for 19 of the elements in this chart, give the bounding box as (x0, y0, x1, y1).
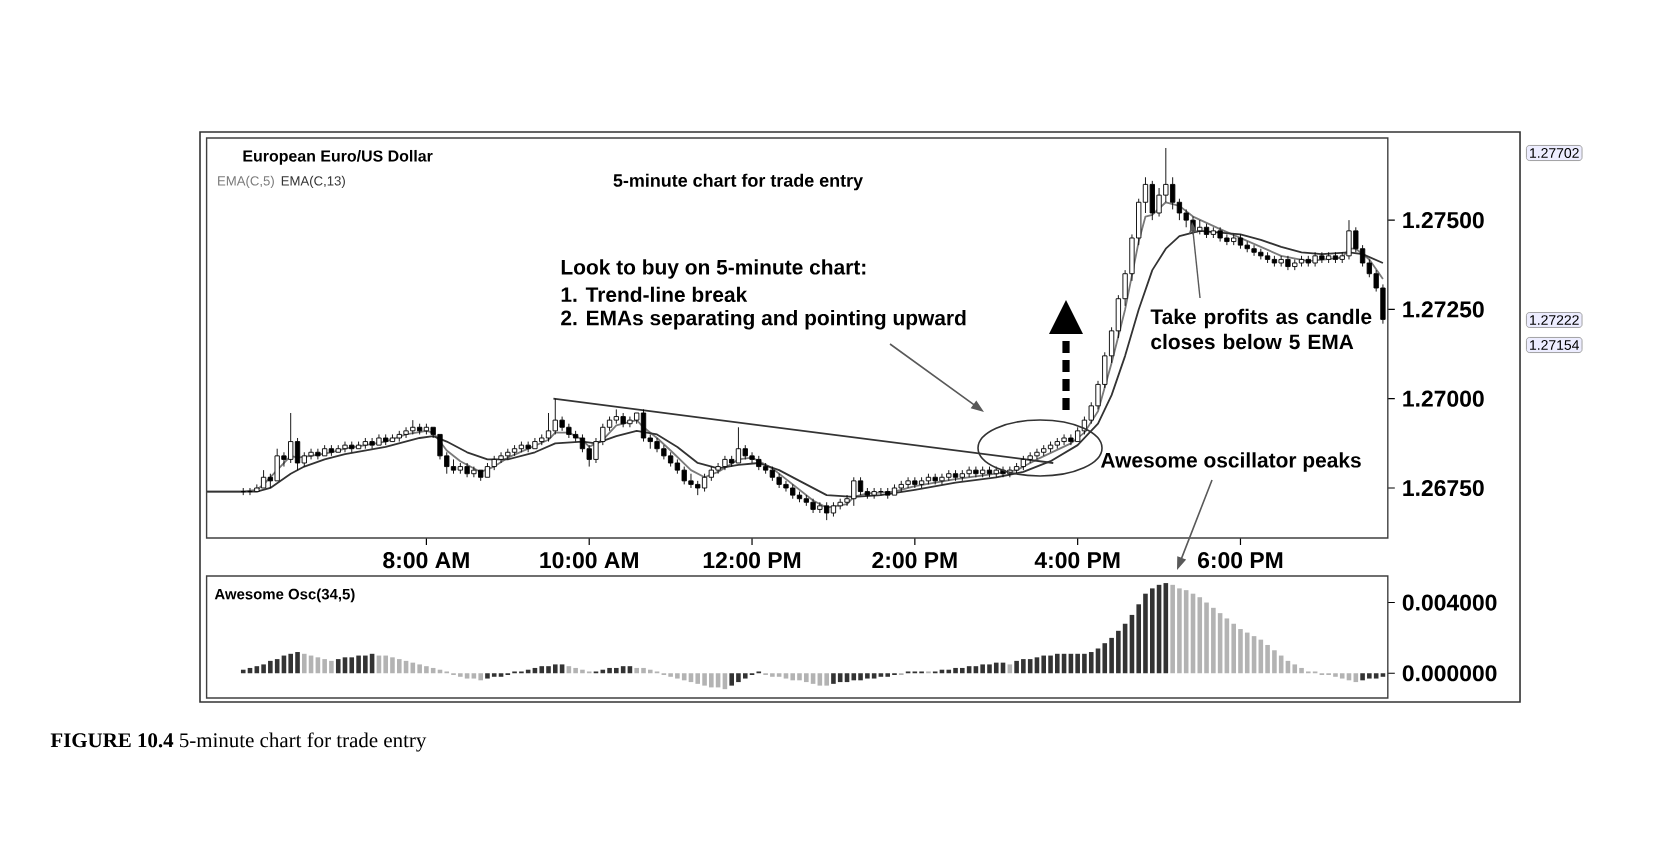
x-tick-label: 12:00 PM (703, 552, 801, 569)
annotation: Take profits as candle closes below 5 EMA (1150, 308, 1372, 350)
y-tick-label: 1.27250 (1403, 301, 1484, 318)
x-tick-label: 4:00 PM (1034, 552, 1120, 569)
x-tick-label: 8:00 AM (383, 552, 469, 569)
text: 5-minute chart for trade entry (613, 173, 863, 191)
x-tick-label: 2:00 PM (872, 552, 957, 569)
y-tick-label: 0.000000 (1402, 665, 1497, 682)
text: FIGURE 10.4 5-minute chart for trade entry (50, 732, 427, 752)
annotation: 1. Trend-line break (561, 286, 748, 303)
y-tick-label: 1.27000 (1403, 390, 1484, 407)
x-tick-label: 10:00 AM (540, 552, 638, 569)
annotation: 2. EMAs separating and pointing upward (561, 310, 966, 330)
x-tick-label: 6:00 PM (1198, 552, 1283, 569)
annotation: Awesome oscillator peaks (1100, 452, 1361, 472)
annotation: Look to buy on 5-minute chart: (561, 259, 866, 279)
y-tick-label: 1.26750 (1403, 479, 1484, 497)
y-tick-label: 0.004000 (1402, 594, 1497, 611)
y-tick-label: 1.27500 (1403, 212, 1484, 229)
